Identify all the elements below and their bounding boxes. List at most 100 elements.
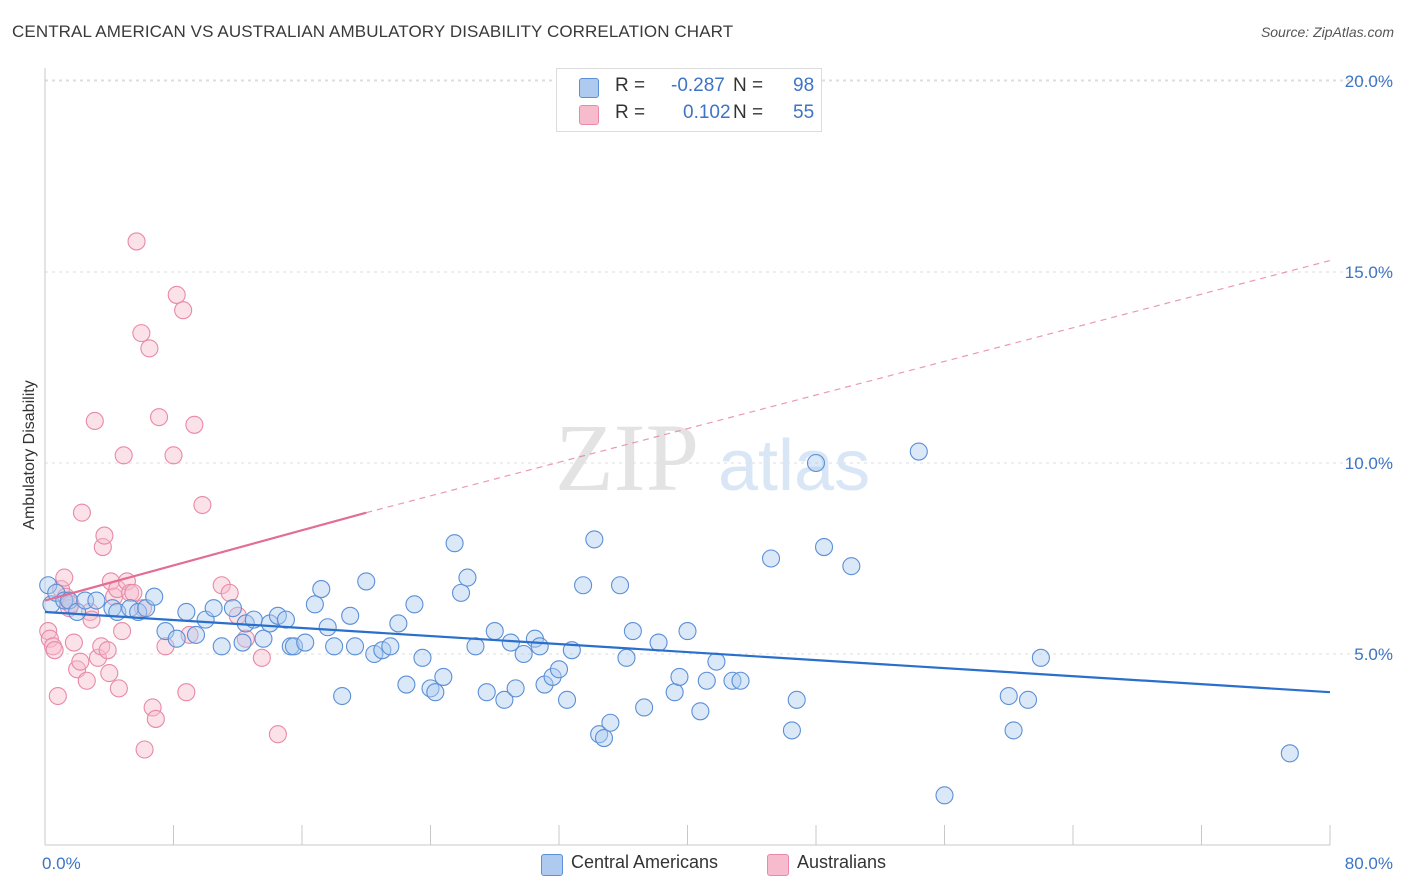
axes xyxy=(44,68,1331,846)
scatter-point xyxy=(623,622,642,641)
scatter-point xyxy=(185,415,204,434)
australians-trend-extension xyxy=(366,259,1331,514)
y-tick-label: 10.0% xyxy=(1345,454,1393,473)
scatter-point xyxy=(312,580,331,599)
x-tick-label-max: 80.0% xyxy=(1345,854,1393,873)
scatter-point xyxy=(167,285,186,304)
scatter-point xyxy=(186,625,206,644)
scatter-point xyxy=(935,786,954,805)
scatter-point xyxy=(345,637,365,656)
scatter-point xyxy=(325,637,344,656)
scatter-point xyxy=(55,568,74,587)
scatter-point xyxy=(146,709,165,728)
scatter-point xyxy=(167,629,186,648)
legend-n-value: 55 xyxy=(793,102,815,123)
scatter-point xyxy=(649,633,668,652)
scatter-point xyxy=(707,652,726,671)
scatter-point xyxy=(98,641,117,660)
scatter-point xyxy=(557,690,577,709)
scatter-point xyxy=(193,495,212,515)
y-tick-label: 15.0% xyxy=(1345,263,1393,282)
scatter-point xyxy=(72,503,91,522)
scatter-point xyxy=(731,671,750,690)
scatter-point xyxy=(1280,744,1299,763)
legend-r-value: -0.287 xyxy=(671,75,725,96)
legend-swatch-blue xyxy=(579,78,599,98)
scatter-point xyxy=(80,602,100,622)
scatter-point xyxy=(132,324,151,343)
scatter-point xyxy=(284,637,304,656)
scatter-point xyxy=(95,526,114,545)
scatter-point xyxy=(223,599,242,618)
scatter-point xyxy=(333,686,352,706)
scatter-point xyxy=(506,679,525,698)
legend-swatch-pink xyxy=(579,105,599,125)
scatter-point xyxy=(485,622,504,641)
trend-lines xyxy=(44,259,1331,694)
legend-n-label: N = xyxy=(733,75,764,96)
y-axis-label: Ambulatory Disability xyxy=(21,380,38,529)
scatter-point xyxy=(495,690,514,709)
scatter-point xyxy=(145,587,164,606)
scatter-point xyxy=(220,583,239,602)
scatter-point xyxy=(635,698,654,717)
scatter-point xyxy=(212,637,231,656)
scatter-point xyxy=(426,683,445,702)
scatter-point xyxy=(100,664,119,683)
scatter-point xyxy=(610,576,630,595)
scatter-point xyxy=(697,671,716,690)
scatter-point xyxy=(678,622,697,641)
legend-n-label: N = xyxy=(733,102,764,123)
scatter-point xyxy=(806,453,826,473)
scatter-point xyxy=(87,591,106,610)
y-tick-label: 20.0% xyxy=(1345,72,1393,91)
bottom-legend-label: Australians xyxy=(797,852,887,872)
scatter-point xyxy=(127,232,146,251)
scatter-point xyxy=(124,583,143,602)
tick-labels: 5.0% 10.0% 15.0% 20.0% 0.0% 80.0% xyxy=(42,72,1393,873)
scatter-point xyxy=(814,537,834,557)
scatter-point xyxy=(543,667,562,686)
scatter-point xyxy=(665,683,684,702)
australians-points xyxy=(39,232,287,759)
scatter-point xyxy=(93,537,112,557)
chart-title: CENTRAL AMERICAN VS AUSTRALIAN AMBULATOR… xyxy=(12,22,734,41)
watermark-atlas: atlas xyxy=(718,426,870,506)
scatter-point xyxy=(318,618,337,637)
scatter-point xyxy=(909,442,928,461)
scatter-point xyxy=(451,583,471,602)
scatter-point xyxy=(514,644,533,664)
legend-r-label: R = xyxy=(615,102,646,123)
scatter-point xyxy=(357,572,376,591)
source-label: Source: ZipAtlas.com xyxy=(1260,24,1394,40)
scatter-point xyxy=(381,637,400,656)
scatter-point xyxy=(530,637,549,656)
scatter-point xyxy=(594,728,614,748)
scatter-point xyxy=(135,740,154,759)
scatter-point xyxy=(761,549,781,568)
scatter-point xyxy=(585,530,604,549)
bottom-legend-swatch-pink xyxy=(767,854,789,876)
scatter-point xyxy=(397,675,416,694)
y-tick-label: 5.0% xyxy=(1354,645,1393,664)
bottom-legend-label: Central Americans xyxy=(571,852,719,872)
scatter-point xyxy=(782,721,801,740)
scatter-point xyxy=(445,534,464,553)
scatter-point xyxy=(574,576,593,595)
correlation-legend: R = -0.287 N = 98 R = 0.102 N = 55 xyxy=(556,68,822,132)
scatter-point xyxy=(177,602,196,622)
scatter-point xyxy=(109,679,128,698)
scatter-point xyxy=(999,686,1018,706)
scatter-point xyxy=(174,301,193,320)
australians-trend-line xyxy=(44,511,367,602)
scatter-point xyxy=(434,667,453,686)
scatter-point xyxy=(458,568,477,587)
bottom-legend-swatch-blue xyxy=(541,854,563,876)
scatter-point xyxy=(842,557,861,576)
gridlines xyxy=(45,79,1395,655)
scatter-point xyxy=(77,671,96,690)
scatter-point xyxy=(149,408,169,427)
scatter-point xyxy=(787,690,806,709)
scatter-point xyxy=(177,683,196,702)
scatter-point xyxy=(549,660,569,679)
